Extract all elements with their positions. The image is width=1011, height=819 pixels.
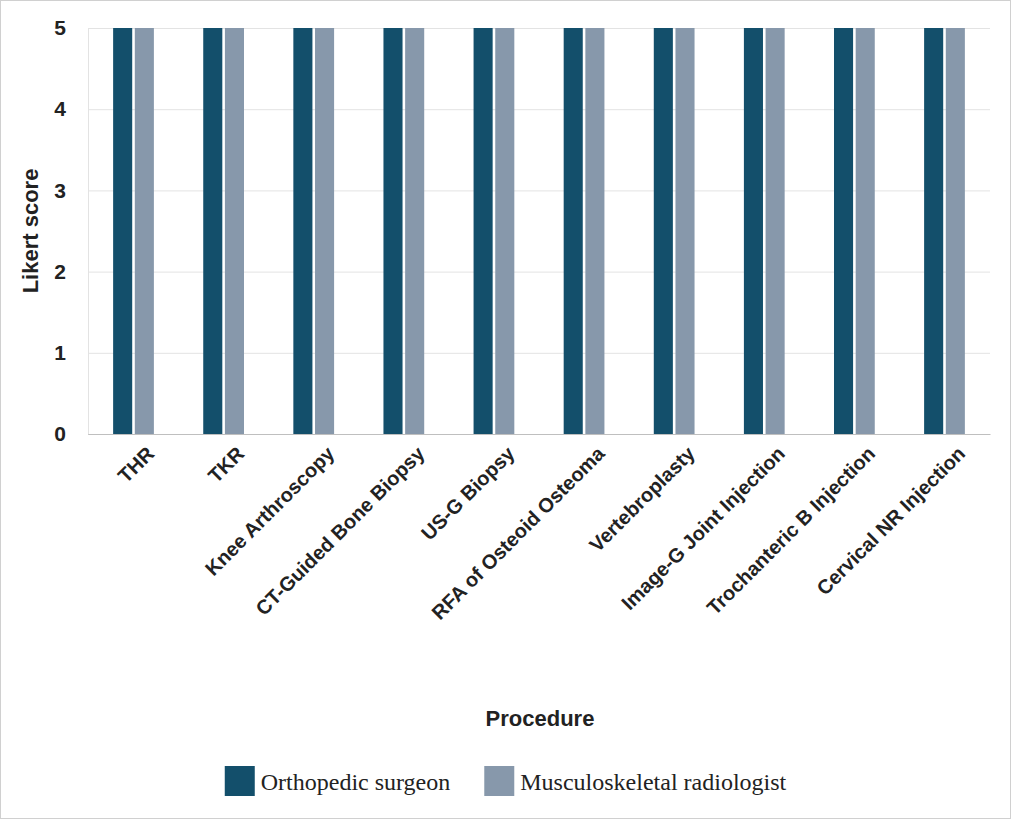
x-tick-label: CT-Guided Bone Biopsy bbox=[251, 442, 429, 620]
x-tick: Cervical NR Injection bbox=[812, 434, 969, 599]
grid bbox=[88, 29, 990, 435]
x-axis-line bbox=[89, 434, 991, 435]
bar bbox=[924, 28, 943, 434]
y-tick-label: 1 bbox=[54, 341, 66, 364]
x-tick: THR bbox=[114, 434, 159, 487]
bar bbox=[654, 28, 673, 434]
bar bbox=[203, 28, 222, 434]
bar bbox=[585, 28, 604, 434]
bar bbox=[766, 28, 785, 434]
y-tick: 3 bbox=[54, 179, 88, 202]
bar bbox=[315, 28, 334, 434]
bar bbox=[564, 28, 583, 434]
y-tick-label: 5 bbox=[54, 16, 66, 39]
bar bbox=[856, 28, 875, 434]
bar bbox=[474, 28, 493, 434]
bar-series bbox=[113, 28, 943, 434]
x-tick-label: Image-G Joint Injection bbox=[617, 442, 789, 614]
y-tick: 5 bbox=[54, 16, 88, 39]
x-tick-label: Cervical NR Injection bbox=[812, 442, 969, 599]
x-tick: CT-Guided Bone Biopsy bbox=[251, 434, 429, 620]
legend-item: Orthopedic surgeon bbox=[225, 766, 451, 796]
x-tick: Image-G Joint Injection bbox=[617, 434, 789, 614]
grid-line bbox=[88, 109, 990, 110]
legend-label: Orthopedic surgeon bbox=[261, 769, 451, 795]
bar bbox=[383, 28, 402, 434]
bar bbox=[675, 28, 694, 434]
bar bbox=[113, 28, 132, 434]
x-tick: Trochanteric B Injection bbox=[702, 434, 879, 619]
bar bbox=[495, 28, 514, 434]
grid-line bbox=[88, 272, 990, 273]
y-tick: 1 bbox=[54, 341, 88, 364]
y-tick-label: 4 bbox=[54, 97, 66, 120]
legend-item: Musculoskeletal radiologist bbox=[484, 766, 786, 796]
x-tick-label: US-G Biopsy bbox=[417, 442, 520, 545]
x-tick-label: RFA of Osteoid Osteoma bbox=[427, 442, 609, 624]
x-tick-label: THR bbox=[114, 442, 159, 487]
y-tick-label: 0 bbox=[54, 422, 66, 445]
x-tick: US-G Biopsy bbox=[417, 434, 520, 544]
x-axis: THRTKRKnee ArthroscopyCT-Guided Bone Bio… bbox=[89, 434, 991, 624]
grid-line bbox=[88, 190, 990, 191]
bar bbox=[744, 28, 763, 434]
y-axis-line bbox=[88, 29, 89, 435]
bar bbox=[834, 28, 853, 434]
grid-line bbox=[88, 28, 990, 29]
bar bbox=[293, 28, 312, 434]
y-tick: 4 bbox=[54, 97, 88, 120]
bar bbox=[946, 28, 965, 434]
x-tick-label: Trochanteric B Injection bbox=[702, 442, 879, 619]
x-axis-title: Procedure bbox=[486, 706, 595, 731]
y-tick-label: 2 bbox=[54, 260, 66, 283]
figure-frame bbox=[1, 1, 1011, 819]
legend-swatch bbox=[484, 766, 514, 796]
grid-line bbox=[88, 434, 990, 435]
y-axis-title: Likert score bbox=[18, 169, 43, 294]
y-tick-label: 3 bbox=[54, 179, 66, 202]
bar bbox=[135, 28, 154, 434]
y-tick: 0 bbox=[54, 422, 88, 445]
legend-swatch bbox=[225, 766, 255, 796]
x-tick: TKR bbox=[204, 434, 249, 487]
bar-series bbox=[135, 28, 965, 434]
bar bbox=[405, 28, 424, 434]
legend-label: Musculoskeletal radiologist bbox=[520, 769, 786, 795]
y-axis: 0 1 2 3 4 5 bbox=[54, 16, 88, 445]
bars bbox=[113, 28, 965, 434]
legend: Orthopedic surgeon Musculoskeletal radiol… bbox=[225, 766, 787, 796]
x-tick: RFA of Osteoid Osteoma bbox=[427, 434, 609, 624]
y-tick: 2 bbox=[54, 260, 88, 283]
grid-line bbox=[88, 353, 990, 354]
x-tick-label: TKR bbox=[204, 442, 249, 487]
bar bbox=[225, 28, 244, 434]
